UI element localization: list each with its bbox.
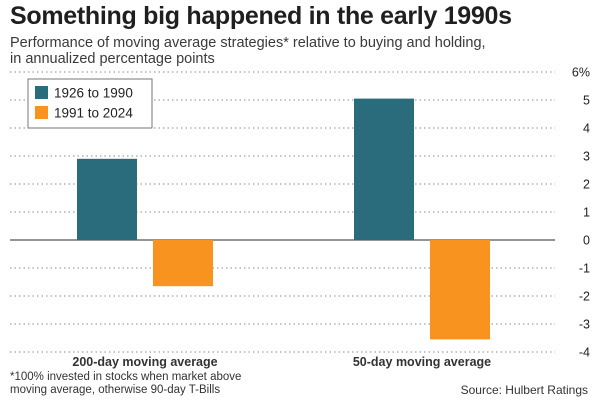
legend-label-2: 1991 to 2024: [54, 106, 133, 121]
bar-series1-cat1: [77, 158, 137, 240]
y-tick-label: -2: [579, 290, 590, 304]
x-category-label: 50-day moving average: [353, 355, 491, 369]
x-category-label: 200-day moving average: [72, 355, 217, 369]
subtitle-line-2: in annualized percentage points: [10, 51, 215, 67]
bar-series2-cat2: [430, 240, 490, 340]
y-tick-label: -4: [579, 346, 590, 360]
bar-series1-cat2: [354, 98, 414, 240]
y-tick-label: 5: [583, 94, 590, 108]
source-credit: Source: Hulbert Ratings: [460, 383, 588, 397]
legend-label-1: 1926 to 1990: [54, 86, 133, 101]
bar-series2-cat1: [153, 240, 213, 287]
footnote-line-1: *100% invested in stocks when market abo…: [10, 371, 242, 383]
legend-swatch-1: [35, 86, 48, 99]
legend-swatch-2: [35, 106, 48, 119]
y-tick-label: -3: [579, 318, 590, 332]
y-tick-label: 3: [583, 150, 590, 164]
y-tick-label: -1: [579, 262, 590, 276]
y-tick-label: 2: [583, 178, 590, 192]
legend-box: [27, 78, 153, 129]
footnote-line-2: moving average, otherwise 90-day T-Bills: [10, 384, 221, 396]
chart-subtitle: Performance of moving average strategies…: [10, 35, 570, 67]
y-tick-label: 0: [583, 234, 590, 248]
y-tick-label: 1: [583, 206, 590, 220]
subtitle-line-1: Performance of moving average strategies…: [10, 35, 486, 51]
footnote: *100% invested in stocks when market abo…: [10, 371, 241, 397]
y-tick-label: 6%: [572, 66, 590, 80]
chart-title: Something big happened in the early 1990…: [10, 2, 512, 30]
y-tick-label: 4: [583, 122, 590, 136]
